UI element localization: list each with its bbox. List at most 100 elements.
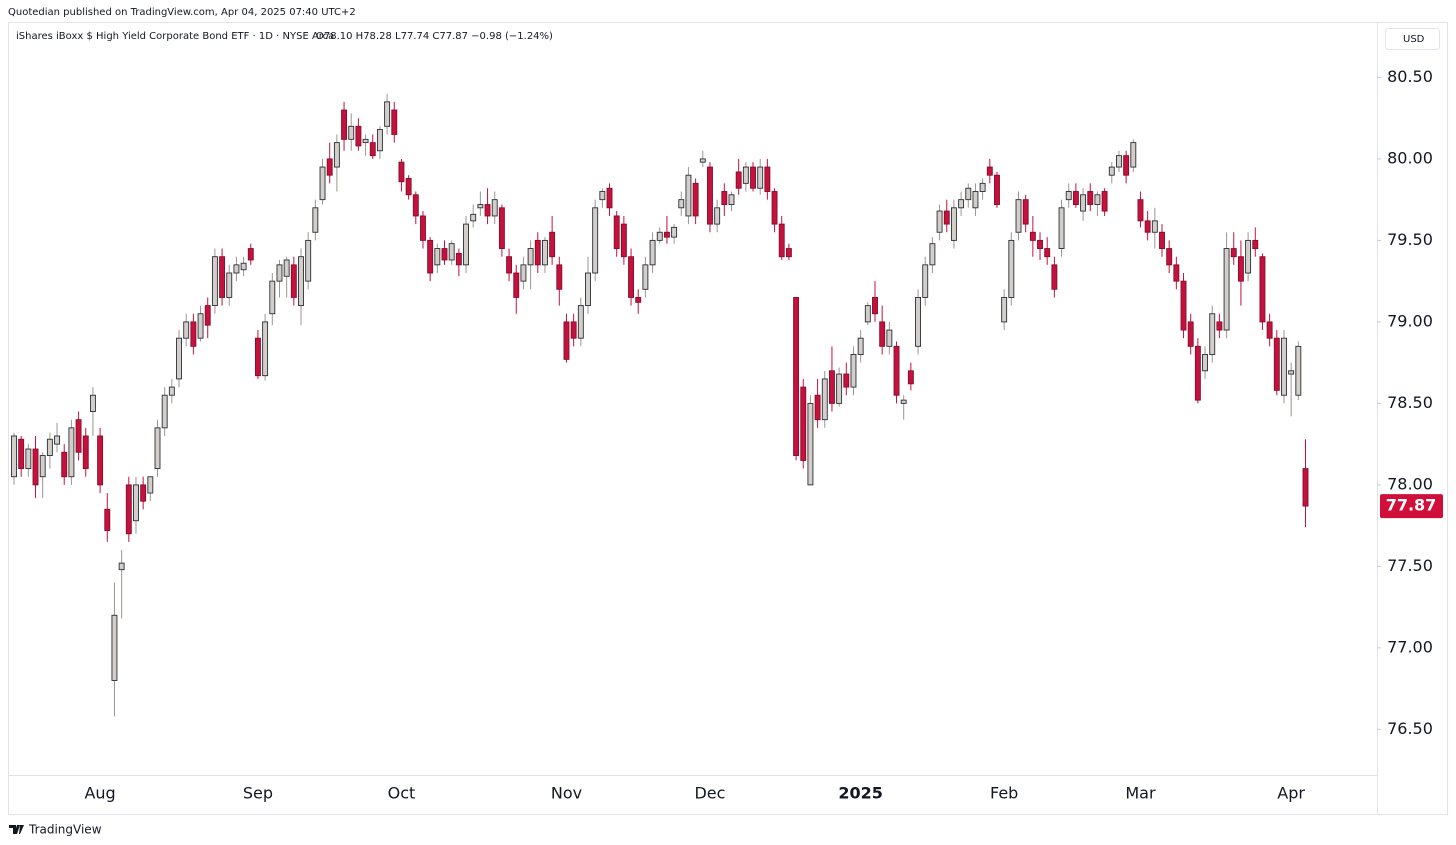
candle-body bbox=[1180, 280, 1187, 331]
candle-body bbox=[204, 305, 211, 326]
candle-body bbox=[219, 256, 226, 298]
candle-body bbox=[498, 207, 505, 250]
candle-body bbox=[950, 207, 957, 241]
candle-body bbox=[542, 239, 548, 266]
candle-body bbox=[506, 256, 513, 274]
candle-body bbox=[104, 508, 111, 531]
candle-body bbox=[89, 394, 96, 412]
candle-body bbox=[18, 438, 25, 470]
x-tick-label: Dec bbox=[694, 784, 725, 803]
candle-body bbox=[1209, 313, 1216, 355]
footer-brand: TradingView bbox=[28, 823, 102, 837]
candle-body bbox=[649, 239, 656, 266]
y-tick-label: 76.50 bbox=[1387, 719, 1433, 738]
x-tick-label: Sep bbox=[243, 784, 273, 803]
candle-body bbox=[448, 243, 455, 261]
candle-body bbox=[628, 256, 634, 298]
candle-body bbox=[599, 191, 606, 201]
candle-body bbox=[211, 256, 218, 307]
candle-body bbox=[642, 264, 649, 290]
candle-body bbox=[305, 239, 312, 282]
candle-body bbox=[1266, 321, 1273, 339]
candle-body bbox=[936, 210, 943, 233]
candle-body bbox=[463, 223, 469, 266]
candle-body bbox=[1051, 264, 1058, 290]
candle-body bbox=[793, 296, 800, 456]
candle-body bbox=[872, 296, 878, 315]
candle-body bbox=[441, 248, 448, 261]
candle-body bbox=[735, 171, 742, 189]
x-tick-label: Oct bbox=[388, 784, 416, 803]
candle-body bbox=[290, 264, 297, 298]
y-tick-label: 80.50 bbox=[1387, 67, 1433, 86]
candle-body bbox=[262, 321, 269, 377]
candle-body bbox=[1288, 370, 1295, 375]
ohlc-legend: O78.10 H78.28 L77.74 C77.87 −0.98 (−1.24… bbox=[316, 31, 553, 42]
candle-body bbox=[685, 174, 692, 217]
candle-body bbox=[707, 166, 713, 225]
candle-body bbox=[1237, 256, 1244, 282]
candle-body bbox=[1087, 191, 1094, 205]
candle-body bbox=[369, 142, 376, 157]
candle-body bbox=[1137, 199, 1144, 222]
candle-body bbox=[1223, 248, 1230, 331]
candle-body bbox=[477, 204, 484, 209]
candle-body bbox=[168, 386, 175, 396]
x-tick-label: Feb bbox=[990, 784, 1018, 803]
candle-body bbox=[886, 329, 893, 347]
candle-body bbox=[556, 264, 563, 290]
candle-body bbox=[778, 223, 785, 258]
candle-body bbox=[254, 337, 261, 377]
candle-body bbox=[1123, 155, 1130, 176]
candle-body bbox=[484, 204, 491, 217]
candle-body bbox=[814, 394, 821, 421]
candle-body bbox=[771, 191, 778, 225]
last-price-tag bbox=[1380, 494, 1443, 519]
candle-body bbox=[671, 226, 678, 238]
y-tick-label: 79.50 bbox=[1387, 230, 1433, 249]
candle-body bbox=[398, 161, 405, 183]
publisher-note: Quotedian published on TradingView.com, … bbox=[8, 7, 356, 18]
candle-body bbox=[750, 166, 756, 189]
candle-body bbox=[46, 438, 53, 456]
candle-body bbox=[728, 194, 735, 205]
last-price-label: 77.87 bbox=[1386, 496, 1437, 515]
candle-body bbox=[1202, 354, 1209, 372]
candle-body bbox=[384, 101, 391, 127]
candle-body bbox=[355, 125, 362, 147]
candle-body bbox=[620, 223, 627, 258]
candle-body bbox=[549, 231, 556, 258]
candle-body bbox=[491, 199, 498, 217]
candle-body bbox=[82, 435, 89, 470]
currency-button[interactable] bbox=[1385, 28, 1440, 50]
x-tick-label: Nov bbox=[551, 784, 582, 803]
candle-body bbox=[54, 435, 60, 445]
candle-body bbox=[714, 207, 721, 225]
candle-body bbox=[958, 199, 965, 209]
candle-body bbox=[1037, 239, 1043, 250]
candle-body bbox=[326, 158, 333, 176]
candle-body bbox=[391, 109, 398, 135]
candle-body bbox=[470, 213, 477, 222]
candle-body bbox=[341, 109, 347, 140]
candle-body bbox=[247, 248, 254, 261]
candle-body bbox=[319, 166, 326, 201]
candle-body bbox=[147, 476, 154, 494]
candle-body bbox=[979, 182, 986, 192]
x-tick-label: 2025 bbox=[838, 784, 883, 803]
tradingview-logo bbox=[9, 825, 24, 834]
candle-body bbox=[125, 484, 132, 535]
candle-body bbox=[563, 321, 570, 360]
candle-body bbox=[1194, 345, 1201, 401]
x-tick-label: Apr bbox=[1277, 784, 1305, 803]
y-tick-label: 79.00 bbox=[1387, 311, 1433, 330]
candle-body bbox=[929, 243, 936, 266]
candle-body bbox=[972, 191, 979, 209]
candle-body bbox=[75, 419, 82, 453]
candle-body bbox=[1015, 199, 1022, 233]
candle-body bbox=[678, 199, 685, 209]
candle-body bbox=[1295, 345, 1302, 396]
candle-body bbox=[97, 435, 104, 486]
candle-body bbox=[513, 272, 520, 298]
candle-body bbox=[1273, 337, 1280, 391]
